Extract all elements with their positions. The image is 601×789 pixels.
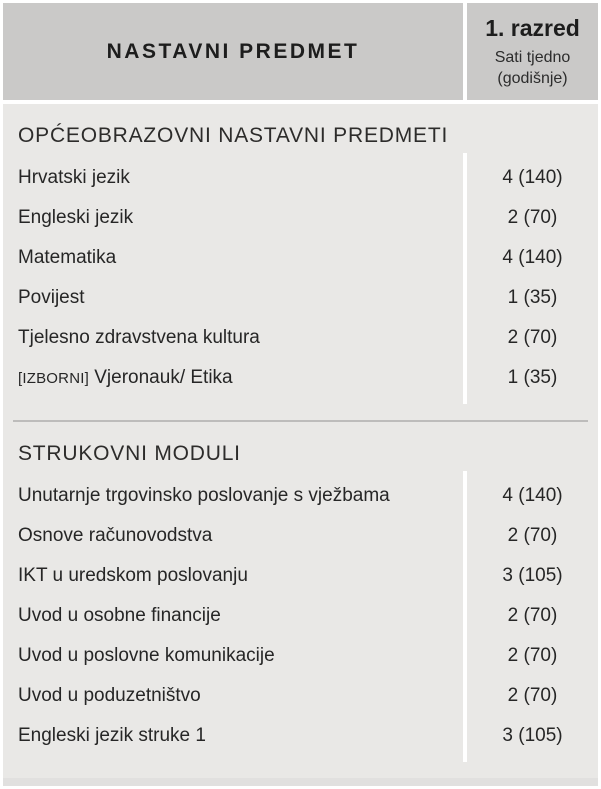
section-title: STRUKOVNI MODULI (18, 442, 241, 465)
table-row: IKT u uredskom poslovanju 3 (105) (3, 556, 598, 596)
table-row: Engleski jezik struke 1 3 (105) (3, 716, 598, 756)
subject-name-cell: [IZBORNI] Vjeronauk/ Etika (3, 367, 467, 389)
subject-name-cell: Matematika (3, 247, 467, 269)
subject-name-cell: IKT u uredskom poslovanju (3, 565, 467, 587)
hours-value: 2 (70) (507, 525, 558, 546)
table-row: Matematika 4 (140) (3, 238, 598, 278)
subject-name-cell: Tjelesno zdravstvena kultura (3, 327, 467, 349)
subject-label: Unutarnje trgovinsko poslovanje s vježba… (18, 485, 390, 506)
header-cell-grade: 1. razred Sati tjedno (godišnje) (467, 3, 598, 100)
subject-label: Osnove računovodstva (18, 525, 213, 546)
hours-value: 3 (105) (502, 565, 563, 586)
section-rows: Hrvatski jezik 4 (140) Engleski jezik 2 … (3, 153, 598, 404)
subject-prefix: [IZBORNI] (18, 370, 89, 387)
table-row: Povijest 1 (35) (3, 278, 598, 318)
subject-label: Matematika (18, 247, 117, 268)
table-row: Unutarnje trgovinsko poslovanje s vježba… (3, 476, 598, 516)
grade-subtitle-hours: Sati tjedno (494, 48, 571, 66)
table-row: Uvod u poduzetništvo 2 (70) (3, 676, 598, 716)
subject-name-cell: Hrvatski jezik (3, 167, 467, 189)
hours-value: 2 (70) (507, 605, 558, 626)
subject-label: IKT u uredskom poslovanju (18, 565, 248, 586)
header-cell-subject: NASTAVNI PREDMET (3, 3, 463, 100)
hours-value: 4 (140) (502, 247, 563, 268)
hours-value: 2 (70) (507, 207, 558, 228)
table-row: Osnove računovodstva 2 (70) (3, 516, 598, 556)
table-row: Engleski jezik 2 (70) (3, 198, 598, 238)
subject-section: STRUKOVNI MODULI Unutarnje trgovinsko po… (3, 439, 598, 762)
subject-label: Uvod u poslovne komunikacije (18, 645, 275, 666)
section-title: OPĆEOBRAZOVNI NASTAVNI PREDMETI (18, 124, 449, 147)
subject-label: Tjelesno zdravstvena kultura (18, 327, 260, 348)
subject-label: Engleski jezik (18, 207, 134, 228)
grade-subtitle-yearly: (godišnje) (497, 69, 568, 87)
table-row: [IZBORNI] Vjeronauk/ Etika 1 (35) (3, 358, 598, 398)
subject-name-cell: Osnove računovodstva (3, 525, 467, 547)
section-divider (13, 420, 588, 422)
subject-label: Engleski jezik struke 1 (18, 725, 206, 746)
section-rows: Unutarnje trgovinsko poslovanje s vježba… (3, 471, 598, 762)
table-row: Uvod u osobne financije 2 (70) (3, 596, 598, 636)
subject-name-cell: Uvod u poduzetništvo (3, 685, 467, 707)
subject-name-cell: Uvod u osobne financije (3, 605, 467, 627)
subject-section: OPĆEOBRAZOVNI NASTAVNI PREDMETI Hrvatski… (3, 121, 598, 404)
subject-label: Vjeronauk/ Etika (88, 367, 233, 388)
subject-name-cell: Uvod u poslovne komunikacije (3, 645, 467, 667)
subject-name-cell: Engleski jezik struke 1 (3, 725, 467, 747)
subject-label: Hrvatski jezik (18, 167, 130, 188)
subject-label: Uvod u poduzetništvo (18, 685, 201, 706)
subject-name-cell: Povijest (3, 287, 467, 309)
table-row: Tjelesno zdravstvena kultura 2 (70) (3, 318, 598, 358)
hours-value: 2 (70) (507, 327, 558, 348)
table-body: OPĆEOBRAZOVNI NASTAVNI PREDMETI Hrvatski… (3, 104, 598, 786)
footer-bar (3, 778, 598, 786)
hours-value: 3 (105) (502, 725, 563, 746)
sections-container: OPĆEOBRAZOVNI NASTAVNI PREDMETI Hrvatski… (3, 121, 598, 762)
table-row: Hrvatski jezik 4 (140) (3, 158, 598, 198)
table-row: Uvod u poslovne komunikacije 2 (70) (3, 636, 598, 676)
hours-value: 4 (140) (502, 167, 563, 188)
hours-value: 4 (140) (502, 485, 563, 506)
hours-value: 1 (35) (507, 367, 558, 388)
hours-value: 2 (70) (507, 685, 558, 706)
grade-title: 1. razred (485, 14, 580, 41)
table-header: NASTAVNI PREDMET 1. razred Sati tjedno (… (3, 3, 598, 100)
subject-label: Uvod u osobne financije (18, 605, 221, 626)
subject-name-cell: Engleski jezik (3, 207, 467, 229)
hours-value: 1 (35) (507, 287, 558, 308)
subject-name-cell: Unutarnje trgovinsko poslovanje s vježba… (3, 485, 467, 507)
subject-label: Povijest (18, 287, 85, 308)
hours-value: 2 (70) (507, 645, 558, 666)
subject-column-title: NASTAVNI PREDMET (106, 39, 360, 63)
